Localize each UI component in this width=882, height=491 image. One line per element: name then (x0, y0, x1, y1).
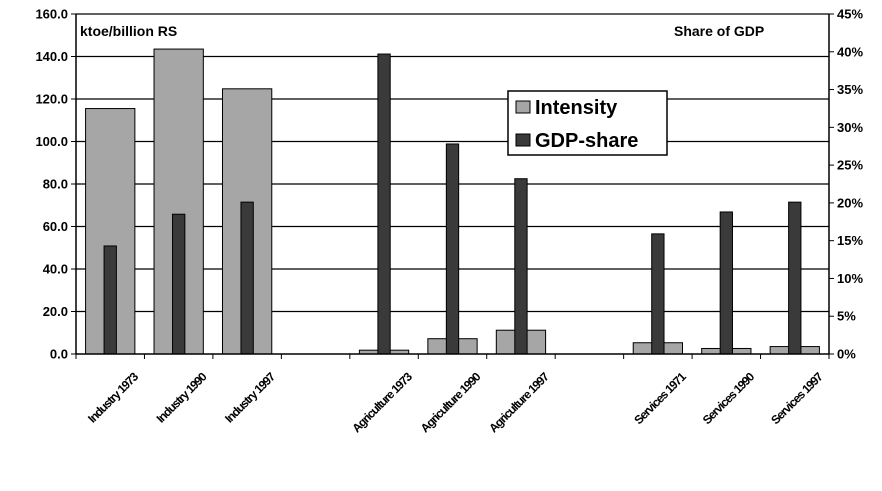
y2-tick-label: 25% (837, 158, 863, 173)
y2-tick-label: 15% (837, 233, 863, 248)
y2-tick-label: 5% (837, 309, 856, 324)
category-label: Industry 1990 (154, 369, 210, 425)
y-tick-label: 40.0 (43, 262, 68, 277)
legend-label-intensity: Intensity (535, 97, 618, 119)
legend-swatch-intensity (515, 100, 531, 114)
y-tick-label: 0.0 (50, 347, 68, 362)
legend: Intensity GDP-share (507, 90, 668, 156)
y-tick-label: 80.0 (43, 177, 68, 192)
legend-box (507, 90, 668, 156)
y-tick-label: 160.0 (35, 7, 68, 22)
y-tick-label: 100.0 (35, 134, 68, 149)
y2-tick-label: 0% (837, 347, 856, 362)
y2-tick-label: 10% (837, 271, 863, 286)
y2-tick-label: 30% (837, 120, 863, 135)
category-label: Services 1990 (700, 369, 758, 427)
bar-gdp-share (445, 143, 460, 355)
y2-tick-label: 45% (837, 7, 863, 22)
category-label: Agriculture 1997 (486, 369, 552, 435)
y2-tick-label: 20% (837, 195, 863, 210)
bar-gdp-share (719, 211, 733, 355)
bar-gdp-share (514, 178, 528, 355)
bar-gdp-share (172, 213, 186, 355)
legend-swatch-gdp-share (515, 133, 531, 147)
bars (85, 48, 820, 355)
category-labels: Industry 1973 Industry 1990 Industry 1997 A… (85, 369, 826, 435)
tick-labels: 0.0 20.0 40.0 60.0 80.0 100.0 120.0 140.0 160.0 0… (35, 7, 863, 362)
category-label: Agriculture 1973 (349, 369, 415, 435)
category-label: Services 1997 (768, 369, 826, 427)
bar-gdp-share (103, 245, 117, 355)
bar-gdp-share (788, 201, 802, 355)
y2-axis-title: Share of GDP (674, 23, 764, 39)
y-tick-label: 140.0 (35, 49, 68, 64)
bar-gdp-share (377, 53, 391, 355)
y2-tick-label: 40% (837, 44, 863, 59)
y2-tick-label: 35% (837, 82, 863, 97)
category-label: Agriculture 1990 (418, 369, 484, 435)
axes (71, 13, 834, 359)
y-tick-label: 120.0 (35, 92, 68, 107)
y-tick-label: 60.0 (43, 219, 68, 234)
legend-label-gdp-share: GDP-share (535, 130, 638, 152)
category-label: Industry 1973 (85, 369, 141, 425)
bar-gdp-share (651, 233, 665, 355)
category-label: Services 1971 (631, 369, 689, 427)
bar-gdp-share (240, 201, 254, 355)
category-label: Industry 1997 (222, 369, 278, 425)
y-axis-title: ktoe/billion RS (80, 23, 177, 39)
y-tick-label: 20.0 (43, 304, 68, 319)
